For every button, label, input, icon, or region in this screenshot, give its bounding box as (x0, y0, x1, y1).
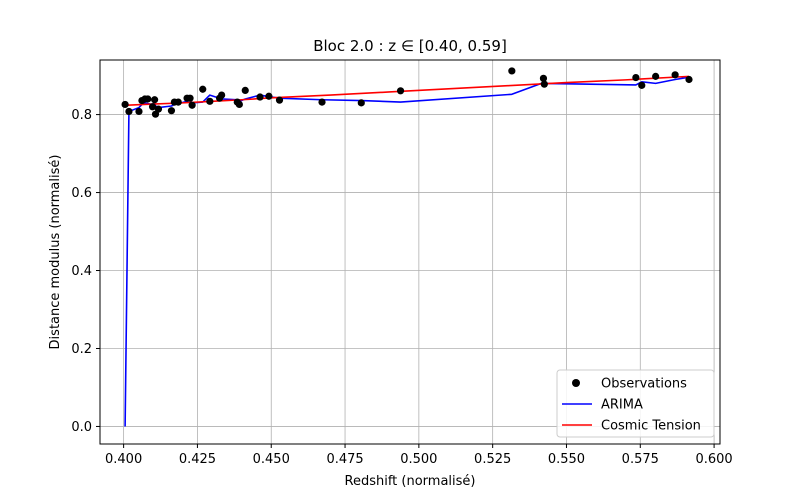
data-point (685, 75, 693, 84)
x-tick-label: 0.400 (105, 452, 142, 467)
x-tick-label: 0.600 (695, 452, 732, 467)
data-point (125, 107, 133, 116)
data-point (188, 101, 196, 109)
legend-marker-observations (572, 379, 580, 387)
data-point (652, 72, 660, 80)
data-point (318, 98, 326, 106)
data-point (632, 73, 640, 82)
data-point (206, 97, 214, 105)
data-point (154, 105, 163, 113)
data-point (199, 85, 207, 93)
y-tick-label: 0.4 (71, 264, 92, 279)
y-tick-label: 0.0 (71, 420, 92, 435)
data-point (638, 81, 646, 89)
data-point (121, 100, 129, 109)
data-point (218, 91, 226, 99)
data-point (148, 103, 157, 111)
data-point (540, 80, 548, 88)
x-axis-label: Redshift (normalisé) (345, 474, 476, 489)
data-point (167, 107, 176, 115)
plot-series (121, 67, 693, 427)
y-tick-label: 0.8 (71, 108, 92, 123)
y-tick-label: 0.2 (71, 342, 92, 357)
data-point (151, 96, 159, 104)
series-line-cosmic-tension (125, 75, 690, 107)
legend-label-cosmic-tension: Cosmic Tension (601, 419, 701, 434)
x-tick-label: 0.475 (326, 452, 363, 467)
x-tick-label: 0.450 (253, 452, 290, 467)
data-point (671, 71, 679, 79)
data-point (396, 87, 405, 95)
y-tick-label: 0.6 (71, 186, 92, 201)
data-point (539, 74, 548, 82)
data-point (265, 92, 273, 100)
legend-box (556, 369, 715, 438)
x-tick-label: 0.425 (179, 452, 216, 467)
x-tick-label: 0.550 (548, 452, 585, 467)
x-tick-label: 0.525 (474, 452, 511, 467)
plot-frame (99, 59, 721, 445)
data-point (357, 99, 365, 107)
legend-label-observations: Observations (601, 377, 687, 392)
x-tick-label: 0.575 (622, 452, 659, 467)
data-point (241, 86, 249, 95)
data-point (275, 96, 284, 104)
data-point (135, 107, 143, 116)
legend: Observations ARIMA Cosmic Tension (556, 369, 715, 438)
x-tick-label: 0.500 (400, 452, 437, 467)
data-point (174, 98, 182, 106)
data-point (256, 93, 264, 101)
data-point (235, 100, 243, 109)
data-point (186, 94, 194, 102)
legend-label-arima: ARIMA (601, 398, 643, 413)
y-axis-label: Distance modulus (normalisé) (48, 155, 63, 350)
chart-title: Bloc 2.0 : z ∈ [0.40, 0.59] (313, 37, 507, 55)
data-point (144, 95, 152, 103)
axis-ticks: 0.400 0.425 0.450 0.475 0.500 0.525 0.550 0.575… (71, 108, 732, 467)
data-point (508, 67, 516, 75)
